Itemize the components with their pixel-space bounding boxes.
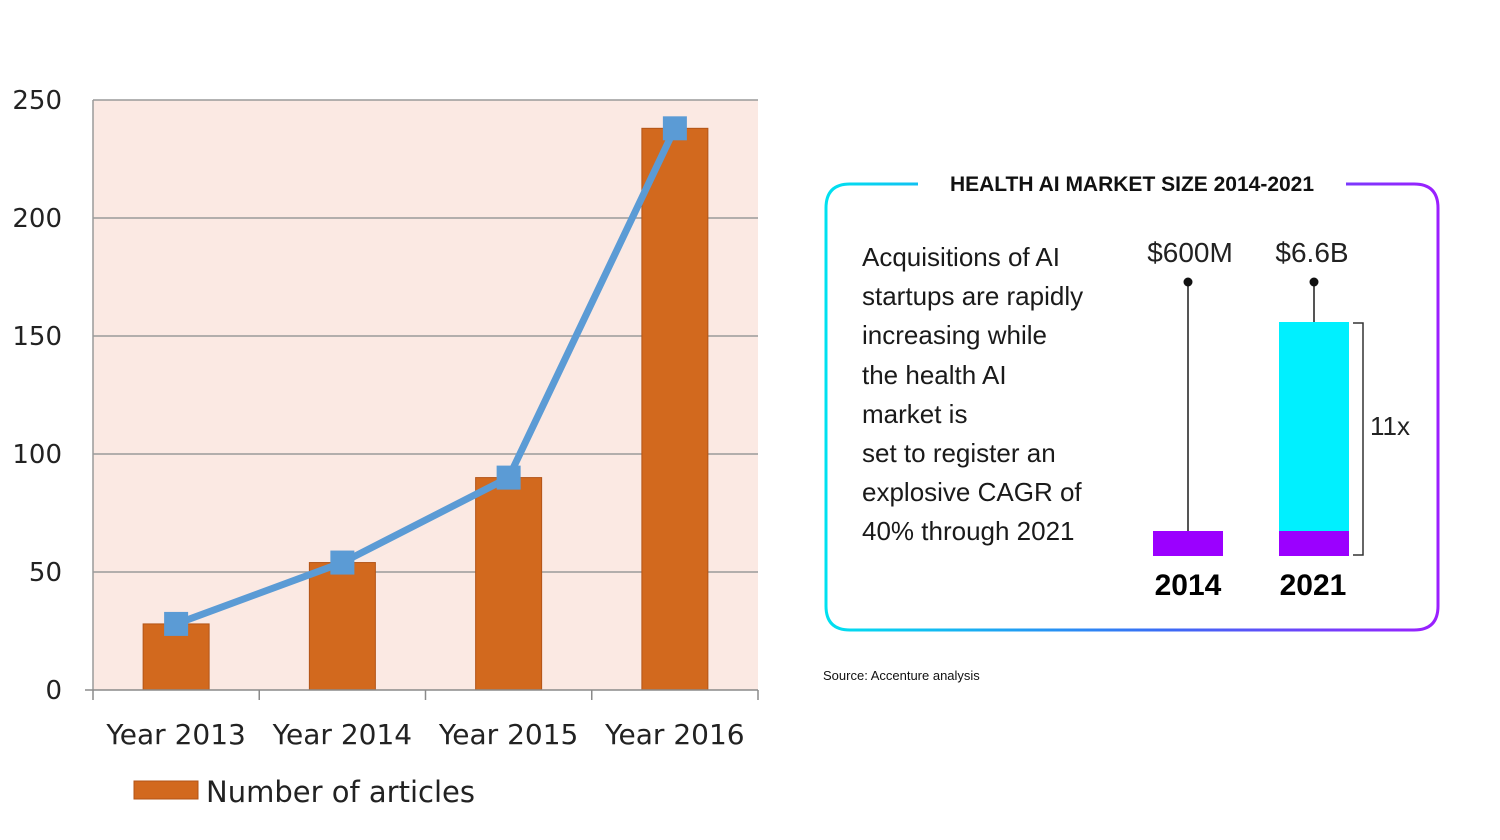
bar (475, 477, 543, 691)
description-line: Acquisitions of AI (862, 242, 1060, 272)
x-axis: Year 2013 Year 2014 Year 2015 Year 2016 (85, 689, 759, 751)
description-line: set to register an (862, 438, 1056, 469)
value-label-2021: $6.6B (1275, 237, 1348, 268)
year-label-2014: 2014 (1155, 569, 1222, 602)
description-line: increasing while (862, 320, 1047, 351)
multiplier-bracket (1353, 322, 1364, 556)
x-tick-label: Year 2013 (105, 718, 245, 751)
year-label-2021: 2021 (1280, 569, 1347, 602)
x-tick-label: Year 2014 (272, 718, 412, 751)
bar-2021-growth (1279, 322, 1349, 531)
line-marker (496, 465, 521, 490)
dot-2021 (1309, 277, 1319, 287)
legend: Number of articles (133, 775, 475, 809)
description-line: market is (862, 398, 968, 429)
infobox-title: HEALTH AI MARKET SIZE 2014-2021 (950, 173, 1314, 196)
y-tick-label: 150 (12, 322, 62, 352)
infobox-description: Acquisitions of AI startups are rapidly … (862, 238, 1122, 552)
y-tick-label: 0 (45, 676, 62, 706)
legend-swatch (133, 780, 199, 800)
y-tick-label: 50 (29, 558, 62, 588)
x-tick-label: Year 2016 (604, 718, 744, 751)
bar-2014 (1153, 531, 1223, 556)
multiplier-label: 11x (1370, 411, 1410, 441)
description-line: explosive CAGR of (862, 477, 1082, 508)
x-tick-label: Year 2015 (438, 718, 578, 751)
bar (308, 562, 376, 691)
source-note: Source: Accenture analysis (823, 668, 980, 683)
trend-line (164, 116, 687, 636)
bar-2021-base (1279, 531, 1349, 556)
line-marker (330, 550, 355, 575)
description-line: the health AI (862, 359, 1007, 390)
legend-label: Number of articles (206, 775, 475, 809)
y-tick-label: 250 (12, 86, 62, 116)
bar (641, 127, 709, 691)
trend-line-path (174, 126, 679, 628)
line-marker (164, 611, 189, 636)
dot-2014 (1183, 277, 1193, 287)
bars (142, 127, 709, 691)
y-tick-label: 100 (12, 440, 62, 470)
line-marker (662, 116, 687, 141)
y-tick-label: 200 (12, 204, 62, 234)
gridlines (92, 99, 758, 690)
value-label-2014: $600M (1147, 237, 1233, 268)
description-line: startups are rapidly (862, 281, 1084, 312)
description-line: 40% through 2021 (862, 516, 1075, 547)
y-axis-ticks: 0 50 100 150 200 250 (12, 86, 62, 706)
infobox-border (824, 182, 1440, 632)
